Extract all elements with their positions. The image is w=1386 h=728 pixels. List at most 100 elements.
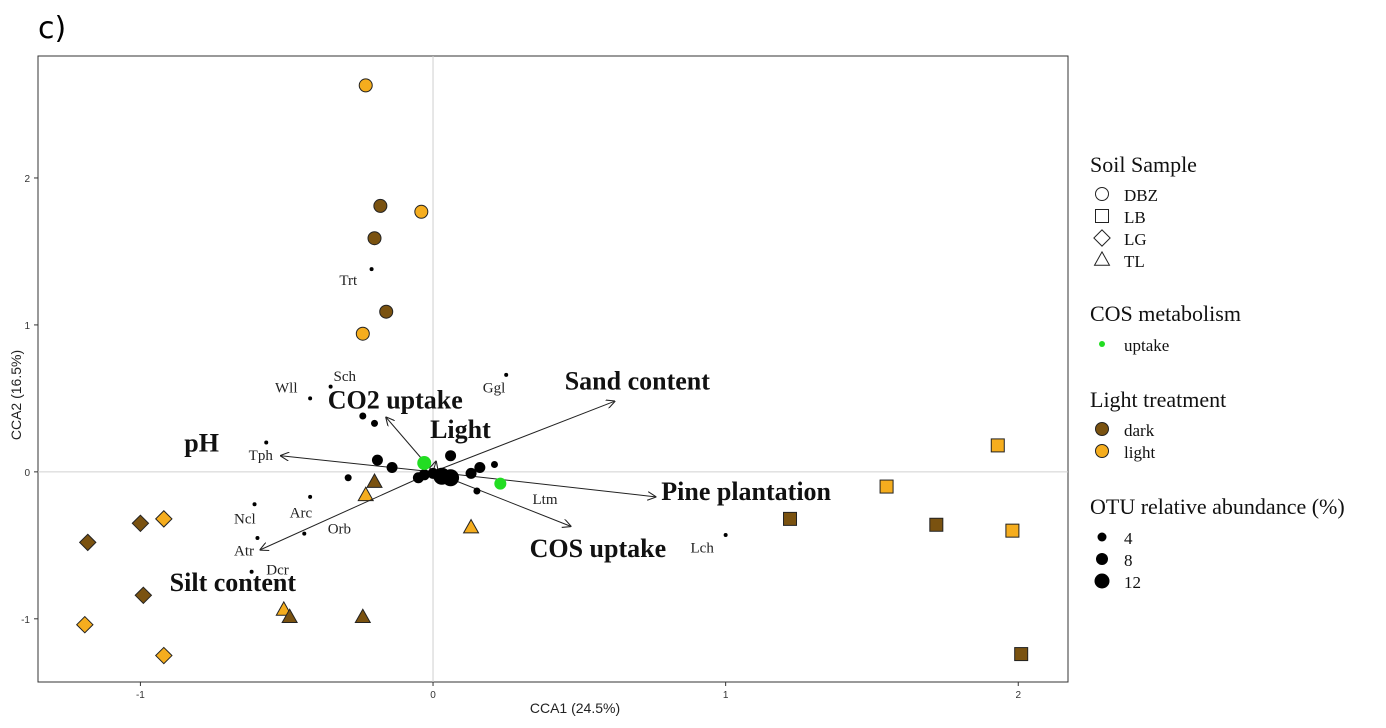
y-tick-label: 1 [24,321,30,332]
vector-label: Pine plantation [661,477,831,506]
species-point [308,494,313,499]
legend-item-soil: LG [1124,230,1147,249]
sample-point [357,486,375,502]
species-point [264,440,269,445]
legend-title-soil: Soil Sample [1090,152,1197,177]
otu-point [386,461,398,473]
sample-point [131,514,150,533]
species-label: Wll [275,381,298,397]
legend-symbol-square [1095,209,1109,223]
legend-symbol-light [1095,422,1109,436]
otu-point [417,456,432,471]
legend-symbol-light [1095,444,1109,458]
species-point [249,569,254,574]
sample-point [78,533,97,552]
legend-symbol-circle [1095,187,1109,201]
sample-point [990,438,1005,453]
legend-item-light: dark [1124,421,1155,440]
sample-point [462,518,480,534]
species-point [494,477,507,490]
species-label: Dcr [266,563,289,579]
species-point [723,533,728,538]
x-tick-label: 2 [1015,690,1021,701]
vector-arrow [260,471,434,550]
vector-label: Light [430,415,491,444]
panel-label: c) [38,11,66,46]
species-point [302,531,307,536]
species-label: Trt [339,273,358,289]
sample-point [879,479,894,494]
x-tick-label: 1 [723,690,729,701]
sample-point [1005,523,1020,538]
otu-point [465,467,477,479]
sample-point [379,304,394,319]
legend-symbol-diamond [1093,229,1111,247]
species-label: Ggl [483,381,506,397]
sample-point [154,646,173,665]
otu-point [344,474,352,482]
vector-label: COS uptake [530,534,667,563]
vector-label: CO2 uptake [328,386,463,415]
species-point [328,384,333,389]
legend-item-otu: 12 [1124,573,1141,592]
sample-point [281,608,298,624]
species-point [369,267,374,272]
otu-point [371,419,379,427]
species-point [252,502,257,507]
otu-point [490,461,498,469]
sample-point [275,600,293,616]
legend-item-otu: 8 [1124,551,1133,570]
legend-title-light: Light treatment [1090,387,1226,412]
sample-point [367,231,382,246]
otu-point [359,412,367,420]
vector-label: Sand content [565,367,711,396]
species-label: Lch [691,541,715,557]
vector-arrow [281,456,434,473]
legend-item-light: light [1124,443,1155,462]
sample-point [154,510,173,528]
sample-point [354,608,372,624]
legend-item-soil: LB [1124,208,1146,227]
otu-point [412,472,424,484]
legend-item-otu: 4 [1124,529,1133,548]
y-tick-label: 0 [24,468,30,479]
legend-symbol-otu [1094,573,1110,589]
species-labels: Trt Sch Wll Ggl Tph Ltm Lch Ncl Arc Orb Atr Dcr [234,267,728,579]
otu-point [371,454,383,466]
species-point [504,372,509,377]
sample-point [929,517,944,532]
otu-points [344,412,498,495]
sample-point [1014,647,1029,662]
species-label: Ncl [234,511,256,527]
sample-point [75,615,94,634]
species-label: Tph [249,448,274,464]
otu-point [445,450,457,462]
y-axis-title: CCA2 (16.5%) [8,350,24,440]
x-tick-label: -1 [136,690,145,701]
sample-point [358,78,373,93]
plot-frame [37,55,1069,683]
otu-point [442,469,460,487]
species-label: Atr [234,544,254,560]
legend-item-cos: uptake [1124,336,1169,355]
species-label: Sch [334,369,357,385]
legend: Soil Sample DBZ LB LG TL COS metabolism uptake… [1090,152,1345,592]
otu-point [474,461,486,473]
legend-symbol-otu [1096,553,1108,565]
sample-point [134,586,153,605]
legend-symbol-uptake [1099,341,1105,347]
species-point [255,535,260,540]
zero-lines [38,56,1068,682]
legend-symbol-otu [1097,532,1107,542]
sample-point [373,198,388,213]
sample-point [366,473,383,488]
x-tick-label: 0 [430,690,436,701]
legend-item-soil: DBZ [1124,186,1158,205]
otu-point [473,487,481,495]
species-label: Ltm [533,492,558,508]
species-label: Arc [290,505,313,521]
species-label: Orb [328,522,351,538]
vector-label: pH [184,428,219,457]
